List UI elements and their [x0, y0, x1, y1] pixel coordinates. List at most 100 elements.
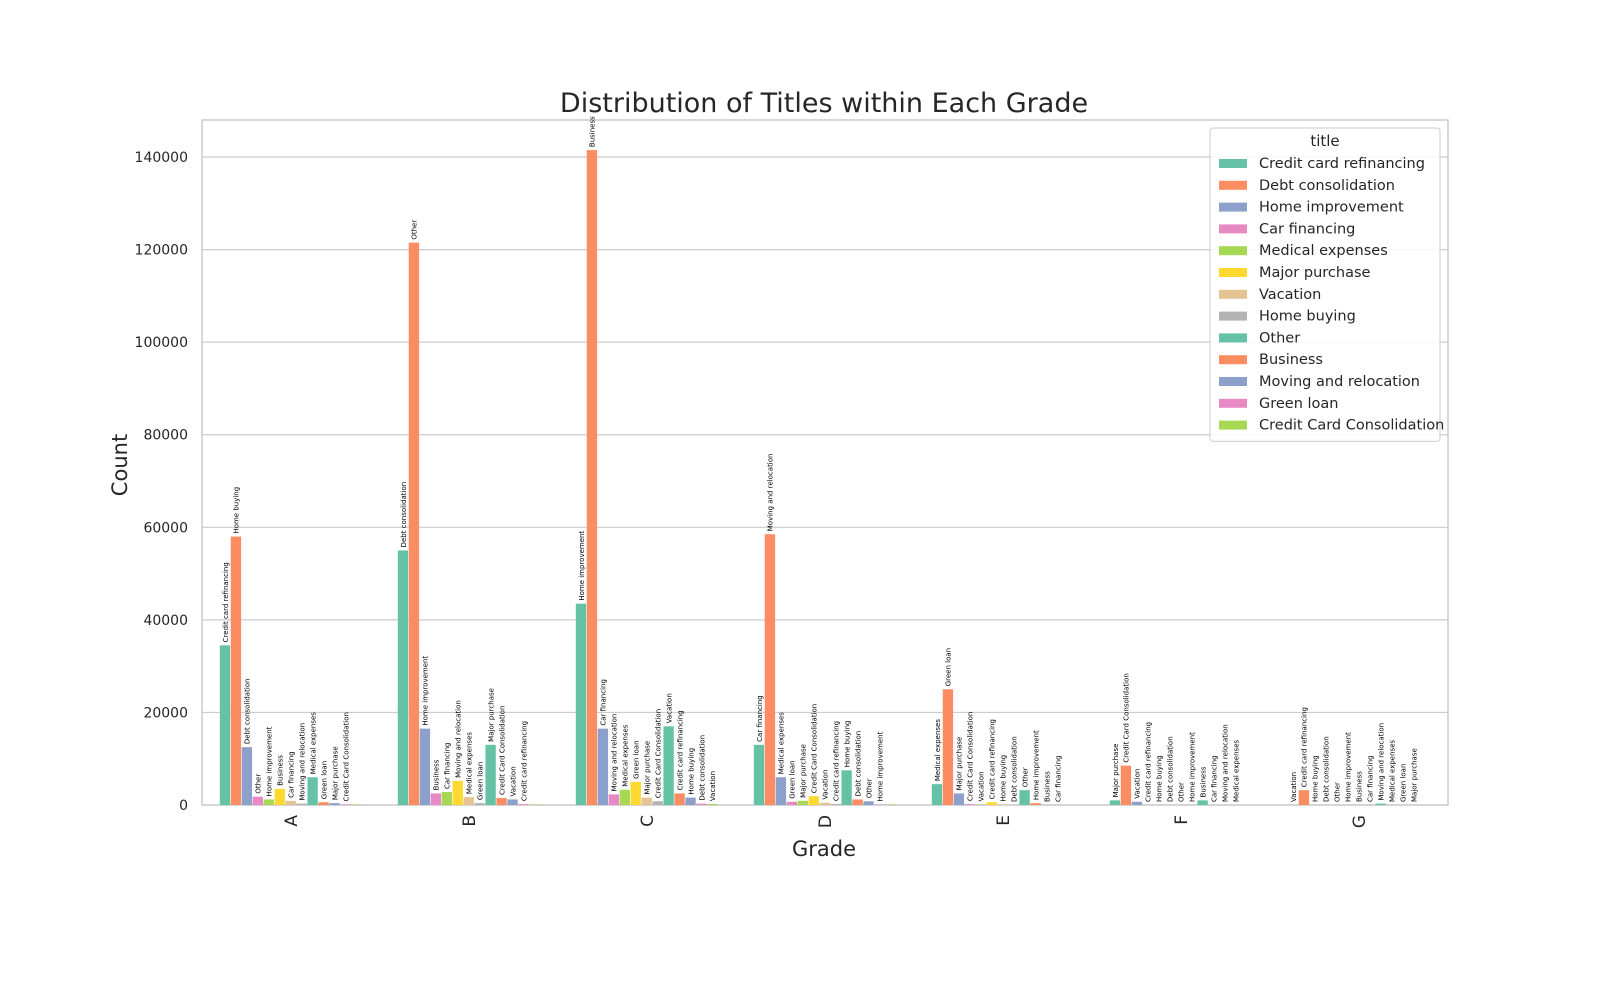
bar-label: Business — [1043, 771, 1051, 802]
bar-label: Car financing — [1210, 755, 1218, 802]
bar — [452, 780, 463, 805]
bar-label: Credit card refinancing — [1145, 722, 1153, 802]
bar-label: Car financing — [1054, 755, 1062, 802]
legend-entry: Vacation — [1259, 287, 1321, 303]
bar-label: Home buying — [1312, 755, 1320, 802]
bar — [307, 777, 318, 805]
legend-swatch — [1219, 333, 1247, 343]
bar — [808, 796, 819, 805]
bar — [463, 797, 474, 805]
x-tick-label: E — [994, 815, 1014, 826]
bar — [674, 793, 685, 805]
bar — [318, 802, 329, 805]
bar — [263, 799, 274, 805]
chart-title: Distribution of Titles within Each Grade — [560, 88, 1088, 119]
bar-label: Car financing — [600, 679, 608, 726]
legend-swatch — [1219, 377, 1247, 386]
bar-label: Credit Card Consolidation — [342, 712, 350, 801]
legend-swatch — [1219, 180, 1247, 190]
bar-label: Home buying — [1000, 755, 1008, 802]
bar-label: Business — [277, 755, 285, 786]
bar-label: Major purchase — [800, 744, 808, 798]
legend-swatch — [1219, 289, 1247, 299]
bar-label: Major purchase — [1410, 748, 1418, 802]
bar-label: Medical expenses — [1388, 739, 1396, 802]
bar-label: Other — [1021, 767, 1029, 787]
bar — [230, 536, 242, 805]
bar — [1197, 800, 1208, 805]
bar-label: Moving and relocation — [611, 714, 619, 792]
bar-label: Green loan — [789, 760, 797, 798]
bar — [274, 788, 285, 805]
bar — [397, 550, 409, 805]
bar-label: Home improvement — [1188, 732, 1196, 802]
bar-label: Moving and relocation — [1377, 723, 1385, 801]
bar — [841, 770, 852, 805]
bar — [441, 792, 452, 805]
bar-label: Home buying — [843, 721, 851, 768]
x-tick-label: F — [1172, 815, 1192, 825]
bar — [931, 784, 943, 805]
legend-entry: Credit Card Consolidation — [1259, 418, 1444, 434]
bar-label: Medical expenses — [934, 719, 942, 782]
y-tick-label: 140000 — [135, 150, 188, 166]
bar-label: Major purchase — [644, 741, 652, 795]
bar — [586, 150, 598, 805]
bar-label: Business — [589, 116, 597, 147]
x-tick-label: A — [282, 815, 302, 827]
bar-label: Car financing — [756, 695, 764, 742]
bar — [630, 781, 641, 805]
bar-label: Credit Card Consolidation — [1123, 673, 1131, 762]
bar-label: Moving and relocation — [455, 700, 463, 778]
y-tick-label: 0 — [179, 798, 188, 814]
bar-label: Major purchase — [956, 737, 964, 791]
bar — [518, 804, 529, 805]
bar-label: Credit card refinancing — [989, 719, 997, 799]
bar-label: Car financing — [288, 751, 296, 798]
bar — [986, 802, 997, 805]
bar — [663, 726, 674, 805]
bar-label: Other — [255, 774, 263, 794]
legend-entry: Major purchase — [1259, 265, 1371, 281]
bar-label: Home buying — [687, 748, 695, 795]
bar-label: Vacation — [509, 766, 517, 796]
bar — [496, 798, 507, 805]
bar-label: Home improvement — [876, 731, 884, 801]
y-tick-label: 60000 — [143, 520, 188, 536]
bar — [485, 744, 496, 805]
bar — [641, 797, 652, 805]
bar-label: Green loan — [633, 740, 641, 778]
bar-label: Green loan — [945, 648, 953, 686]
bar — [597, 728, 609, 805]
bar-label: Other — [865, 778, 873, 798]
bar — [830, 804, 841, 805]
bar-label: Credit Card Consolidation — [811, 704, 819, 793]
bar — [764, 534, 776, 805]
legend-swatch — [1219, 355, 1247, 365]
legend-entry: Credit card refinancing — [1259, 156, 1425, 172]
bar — [1375, 803, 1386, 805]
bars — [219, 150, 1386, 805]
bar-label: Moving and relocation — [298, 723, 306, 801]
bar-label: Major purchase — [487, 688, 495, 742]
legend-entry: Medical expenses — [1259, 243, 1388, 259]
bar-label: Medical expenses — [778, 712, 786, 775]
bar-label: Medical expenses — [466, 732, 474, 795]
bar-label: Debt consolidation — [1323, 736, 1331, 802]
bar-label: Other — [411, 220, 419, 240]
bar — [575, 603, 587, 805]
bar-label: Other — [1178, 782, 1186, 802]
bar — [507, 799, 518, 805]
bar-label: Moving and relocation — [1221, 724, 1229, 802]
legend-entry: Other — [1259, 330, 1300, 346]
bar-label: Home improvement — [578, 531, 586, 601]
bar-label: Car financing — [444, 743, 452, 790]
bar-label: Credit Card Consolidation — [654, 709, 662, 798]
bar — [707, 804, 718, 805]
legend-entry: Car financing — [1259, 221, 1355, 237]
legend-swatch — [1219, 159, 1247, 168]
legend-swatch — [1219, 268, 1247, 277]
bar-label: Medical expenses — [1232, 739, 1240, 802]
x-tick-label: D — [816, 815, 836, 828]
